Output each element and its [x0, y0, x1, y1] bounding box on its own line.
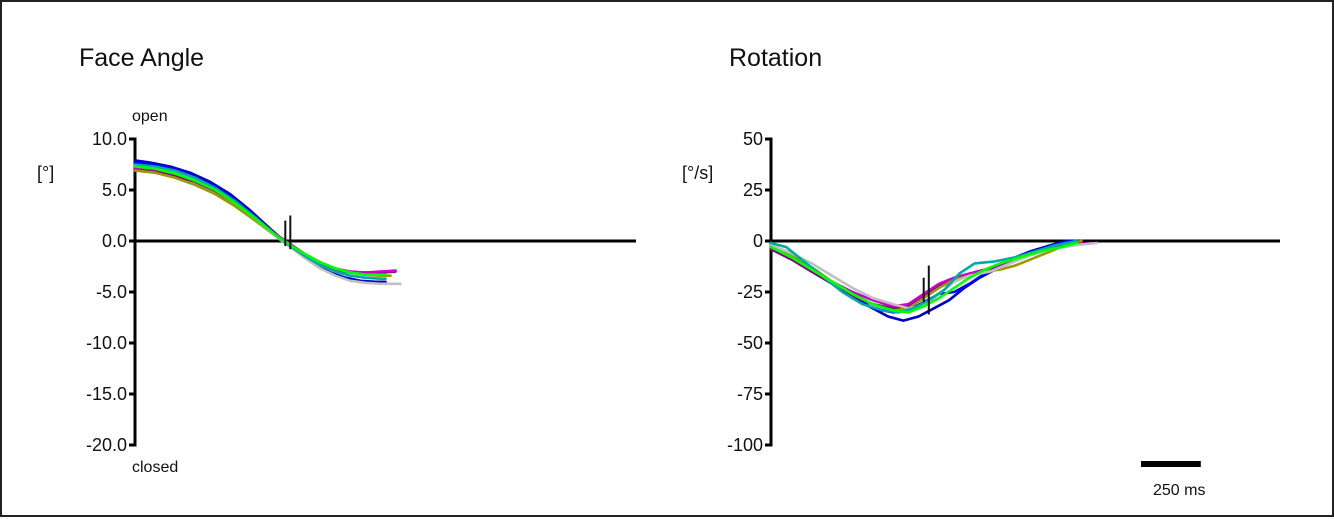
- face-angle-y-tick-label: 0.0: [102, 231, 127, 251]
- face-angle-y-tick-label: -20.0: [86, 435, 127, 455]
- rotation-y-tick-label: -100: [727, 435, 763, 455]
- face-angle-title: Face Angle: [79, 44, 204, 72]
- face-angle-series-line-6: [133, 164, 402, 286]
- face-angle-open-label: open: [132, 108, 168, 125]
- rotation-title: Rotation: [729, 44, 822, 72]
- rotation-y-tick-label: -75: [737, 384, 763, 404]
- face-angle-y-tick-label: -10.0: [86, 333, 127, 353]
- face-angle-y-tick-label: -15.0: [86, 384, 127, 404]
- face-angle-y-tick-label: 10.0: [92, 129, 127, 149]
- face-angle-series-line-3: [133, 167, 397, 275]
- face-angle-closed-label: closed: [132, 459, 178, 476]
- rotation-series-line-8: [769, 241, 1078, 314]
- face-angle-y-tick-label: 5.0: [102, 180, 127, 200]
- face-angle-unit-label: [°]: [37, 163, 54, 183]
- face-angle-series-line-4: [133, 166, 397, 274]
- rotation-y-tick-label: -25: [737, 282, 763, 302]
- rotation-panel: Rotation [°/s] 250 ms 50 25 0 -25 -50 -75 -100: [682, 44, 1280, 499]
- scale-bar-label: 250 ms: [1153, 482, 1205, 499]
- rotation-y-tick-label: 25: [743, 180, 763, 200]
- rotation-y-tick-label: -50: [737, 333, 763, 353]
- face-angle-y-tick-label: -5.0: [96, 282, 127, 302]
- rotation-unit-label: [°/s]: [682, 163, 713, 183]
- face-angle-series-line-2: [133, 161, 387, 274]
- rotation-y-tick-label: 0: [753, 231, 763, 251]
- rotation-y-tick-label: 50: [743, 129, 763, 149]
- face-angle-panel: Face Angle [°] open closed 10.0 5.0 0.0 -5.…: [37, 44, 636, 476]
- face-angle-series-line-8: [133, 165, 387, 276]
